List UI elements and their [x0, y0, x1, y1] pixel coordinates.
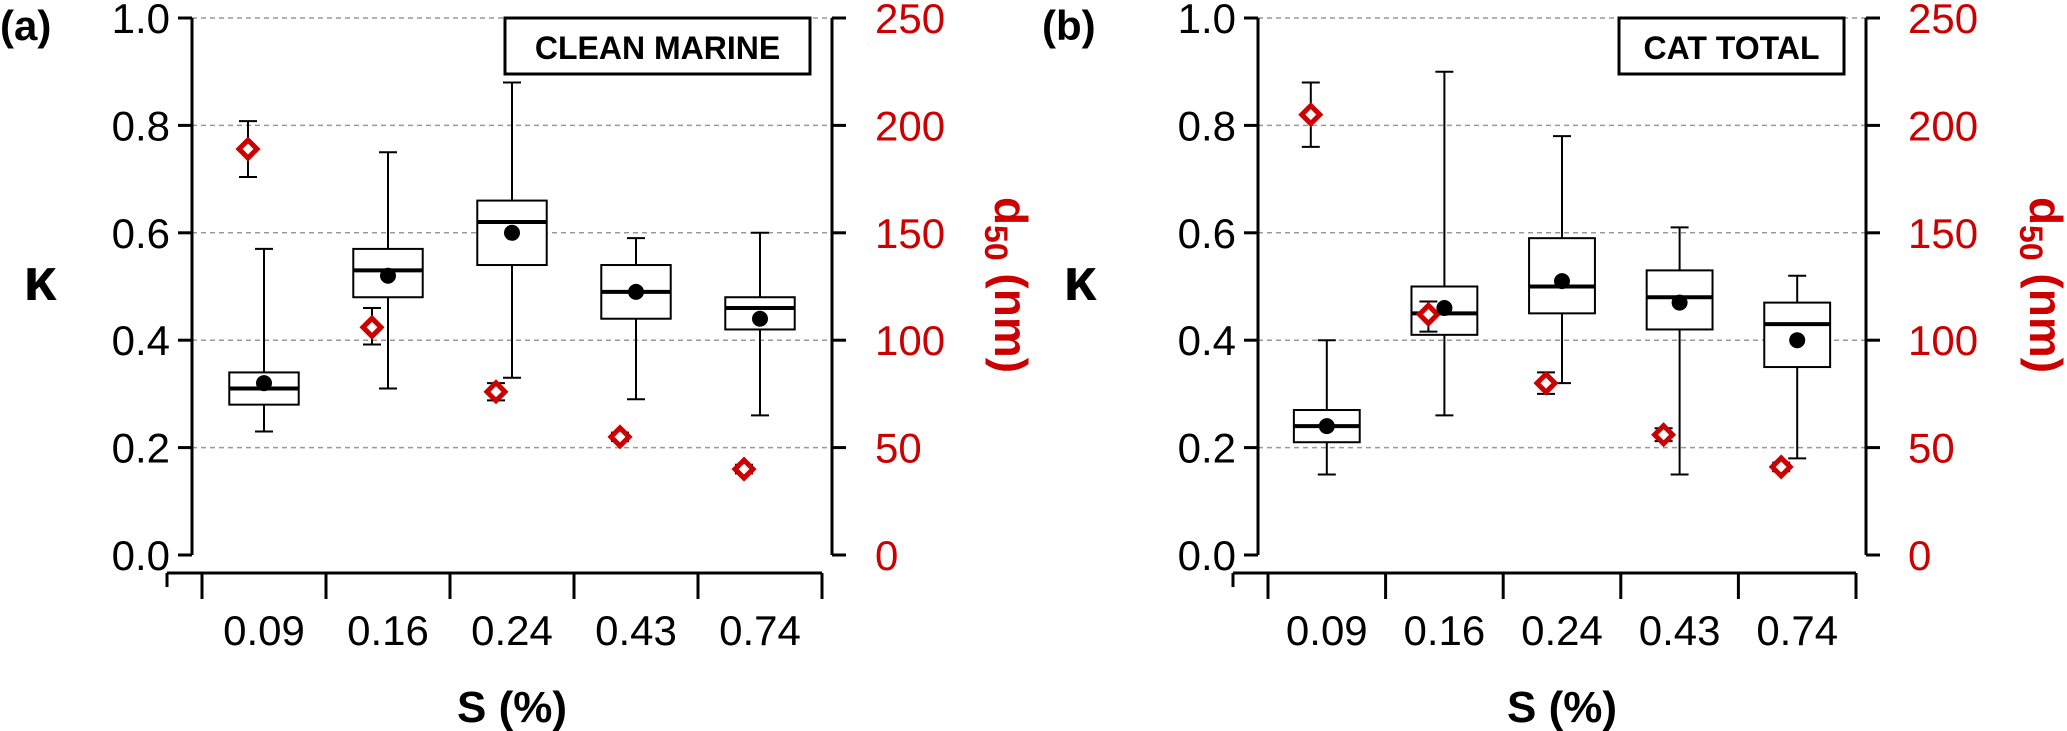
x-tick-label: 0.24: [471, 607, 553, 654]
panel-label: (b): [1042, 2, 1096, 49]
y2-label-sub: 50: [2013, 225, 2049, 261]
left-tick-label: 0.0: [112, 532, 170, 579]
box-0.43: [1645, 226, 1714, 476]
right-tick-label: 100: [1908, 317, 1978, 364]
left-tick-label: 0.6: [1178, 210, 1236, 257]
kappa-mean-dot: [1554, 273, 1570, 290]
right-tick-label: 200: [875, 102, 945, 149]
y-axis-label: κ: [23, 246, 57, 313]
kappa-mean-dot: [1436, 299, 1453, 316]
y-axis-label: κ: [1063, 246, 1097, 313]
d50-marker: [359, 314, 385, 340]
box-0.74: [1763, 274, 1832, 460]
y2-label-unit: (nm): [985, 261, 1037, 373]
left-tick-label: 0.4: [1178, 317, 1236, 364]
chart-title-box: [503, 16, 812, 76]
left-tick-label: 0.4: [112, 317, 170, 364]
kappa-mean-dot: [752, 310, 768, 327]
d50-marker: [235, 136, 261, 162]
box-0.24: [1528, 135, 1596, 385]
right-tick-label: 50: [875, 425, 922, 472]
x-axis-label: S (%): [457, 683, 567, 731]
kappa-mean-dot: [504, 224, 520, 241]
kappa-mean-dot: [1318, 418, 1335, 435]
chart-title: CLEAN MARINE: [535, 30, 780, 66]
left-tick-label: 0.8: [1178, 102, 1236, 149]
d50-marker: [607, 424, 633, 450]
d50-marker: [1651, 422, 1677, 448]
left-tick-label: 1.0: [1178, 0, 1236, 42]
x-tick-label: 0.74: [1756, 607, 1838, 654]
kappa-mean-dot: [1671, 294, 1688, 311]
right-tick-label: 150: [875, 210, 945, 257]
iqr-box: [1645, 269, 1714, 331]
x-axis-label: S (%): [1507, 683, 1617, 731]
x-tick-label: 0.74: [719, 607, 801, 654]
panel-a: 0.0 0.2 0.4 0.6 0.8 1.0 0 50 100 150 200 250 0.09 0.1…: [0, 0, 1037, 731]
right-tick-label: 200: [1908, 102, 1978, 149]
kappa-mean-dot: [256, 375, 272, 392]
right-tick-label: 0: [875, 532, 898, 579]
box-0.16: [1410, 70, 1479, 417]
left-tick-label: 0.2: [1178, 425, 1236, 472]
x-tick-label: 0.43: [1639, 607, 1721, 654]
d50-marker: [731, 456, 757, 482]
x-tick-label: 0.09: [1286, 607, 1368, 654]
left-tick-label: 0.6: [112, 210, 170, 257]
right-tick-label: 0: [1908, 532, 1931, 579]
chart-title: CAT TOTAL: [1644, 30, 1820, 66]
panel-label: (a): [0, 2, 51, 49]
x-tick-label: 0.16: [1404, 607, 1486, 654]
kappa-mean-dot: [380, 267, 396, 284]
y2-label-unit: (nm): [2020, 261, 2067, 373]
left-tick-label: 1.0: [112, 0, 170, 42]
kappa-mean-dot: [628, 283, 644, 300]
d50-marker: [1298, 102, 1324, 128]
right-tick-label: 100: [875, 317, 945, 364]
y2-label-main: d: [2020, 197, 2067, 225]
d50-marker: [1533, 370, 1559, 396]
d50-marker: [1415, 301, 1441, 327]
x-tick-label: 0.43: [595, 607, 677, 654]
x-tick-label: 0.16: [347, 607, 429, 654]
d50-marker: [483, 379, 509, 405]
kappa-mean-dot: [1789, 332, 1806, 349]
left-tick-label: 0.2: [112, 425, 170, 472]
right-tick-label: 250: [1908, 0, 1978, 42]
right-tick-label: 150: [1908, 210, 1978, 257]
y2-label-sub: 50: [978, 225, 1014, 261]
d50-marker: [1768, 454, 1794, 480]
x-tick-label: 0.24: [1521, 607, 1603, 654]
y2-label-main: d: [985, 197, 1037, 225]
right-tick-label: 50: [1908, 425, 1955, 472]
y2-axis-label: d50 (nm): [2013, 197, 2067, 373]
right-tick-label: 250: [875, 0, 945, 42]
box-0.43: [600, 237, 672, 401]
chart-title-box: [1617, 16, 1846, 76]
box-0.09: [1292, 339, 1361, 476]
left-tick-label: 0.8: [112, 102, 170, 149]
panel-b: 0.0 0.2 0.4 0.6 0.8 1.0 0 50 100 150 200 250 0.09 0.1…: [1042, 0, 2067, 731]
left-tick-label: 0.0: [1178, 532, 1236, 579]
x-tick-label: 0.09: [223, 607, 305, 654]
y2-axis-label: d50 (nm): [978, 197, 1037, 373]
